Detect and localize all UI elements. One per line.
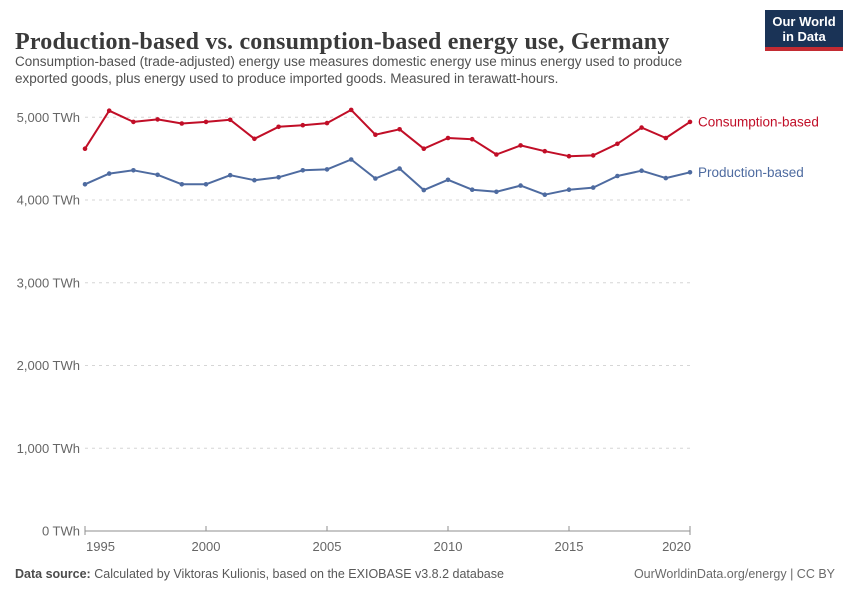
data-point-production-based-2010 xyxy=(445,177,451,183)
data-point-production-based-1999 xyxy=(179,182,185,187)
data-point-production-based-2017 xyxy=(615,173,620,179)
data-point-production-based-1998 xyxy=(155,172,160,178)
data-source-text: Calculated by Viktoras Kulionis, based o… xyxy=(94,567,504,581)
data-source: Data source: Calculated by Viktoras Kuli… xyxy=(15,567,504,581)
data-point-production-based-2013 xyxy=(518,183,523,188)
chart-footer: Data source: Calculated by Viktoras Kuli… xyxy=(15,567,835,581)
footer-separator: | xyxy=(790,567,794,581)
data-point-production-based-2007 xyxy=(373,176,378,181)
footer-attribution: OurWorldinData.org/energy | CC BY xyxy=(634,567,835,581)
data-point-production-based-2011 xyxy=(469,187,475,192)
data-point-consumption-based-2020 xyxy=(687,119,693,125)
data-point-production-based-2004 xyxy=(300,168,306,173)
data-point-consumption-based-2013 xyxy=(518,143,523,148)
y-tick-label-5000: 5,000 TWh xyxy=(17,110,80,125)
chart-subtitle-line1: Consumption-based (trade-adjusted) energ… xyxy=(15,54,683,69)
data-source-label: Data source: xyxy=(15,567,91,581)
x-tick-label-2015: 2015 xyxy=(555,539,584,554)
legend-label-consumption-based: Consumption-based xyxy=(698,114,819,129)
data-point-consumption-based-2005 xyxy=(324,120,330,126)
data-point-production-based-2005 xyxy=(324,167,330,172)
data-point-consumption-based-2010 xyxy=(445,135,451,141)
data-point-consumption-based-2019 xyxy=(663,135,669,141)
data-point-production-based-2009 xyxy=(421,187,427,193)
data-point-consumption-based-2002 xyxy=(252,136,257,142)
data-point-consumption-based-2007 xyxy=(373,132,378,137)
data-point-production-based-2016 xyxy=(590,185,596,190)
x-tick-label-2020: 2020 xyxy=(662,539,691,554)
data-point-consumption-based-2017 xyxy=(615,141,620,147)
chart-title: Production-based vs. consumption-based e… xyxy=(15,29,670,56)
license-label: CC BY xyxy=(796,567,835,581)
data-point-consumption-based-1999 xyxy=(179,121,185,126)
data-point-consumption-based-1996 xyxy=(106,108,112,113)
data-point-production-based-2008 xyxy=(397,166,402,171)
data-point-production-based-2003 xyxy=(276,175,281,180)
owid-logo: Our World in Data xyxy=(765,10,843,51)
x-tick-label-2010: 2010 xyxy=(434,539,463,554)
data-point-consumption-based-2012 xyxy=(494,152,499,157)
data-point-consumption-based-1995 xyxy=(82,146,88,151)
data-point-production-based-2015 xyxy=(566,187,572,192)
x-tick-label-2000: 2000 xyxy=(192,539,221,554)
data-point-consumption-based-2009 xyxy=(421,146,427,151)
data-point-production-based-2012 xyxy=(494,189,499,195)
chart-subtitle-line2: exported goods, plus energy used to prod… xyxy=(15,71,559,86)
data-point-production-based-1996 xyxy=(106,171,112,176)
data-point-production-based-2002 xyxy=(252,177,257,183)
owid-logo-line1: Our World xyxy=(772,13,836,29)
data-point-consumption-based-2011 xyxy=(469,136,475,142)
data-point-production-based-1995 xyxy=(82,182,88,187)
data-point-production-based-2001 xyxy=(227,172,233,178)
data-point-consumption-based-2006 xyxy=(348,107,354,113)
y-tick-label-4000: 4,000 TWh xyxy=(17,193,80,208)
data-point-production-based-2014 xyxy=(542,192,548,197)
owid-url-link[interactable]: OurWorldinData.org/energy xyxy=(633,567,787,581)
data-point-consumption-based-1997 xyxy=(131,119,136,125)
x-tick-label-2005: 2005 xyxy=(313,539,342,554)
y-tick-label-3000: 3,000 TWh xyxy=(17,275,80,290)
data-point-consumption-based-2004 xyxy=(300,122,306,128)
data-point-production-based-2006 xyxy=(348,157,354,162)
data-point-consumption-based-2001 xyxy=(227,117,233,123)
y-tick-label-2000: 2,000 TWh xyxy=(17,358,80,373)
data-point-consumption-based-2008 xyxy=(397,127,402,132)
owid-logo-line2: in Data xyxy=(782,28,826,44)
data-point-production-based-2018 xyxy=(639,168,644,173)
data-point-consumption-based-2000 xyxy=(203,119,209,125)
x-tick-label-1995: 1995 xyxy=(86,539,115,554)
data-point-consumption-based-2014 xyxy=(542,148,548,154)
data-point-consumption-based-2018 xyxy=(639,125,644,130)
data-point-production-based-1997 xyxy=(131,168,136,173)
chart-subtitle: Consumption-based (trade-adjusted) energ… xyxy=(15,53,775,87)
series-line-consumption-based xyxy=(84,108,691,158)
data-point-production-based-2019 xyxy=(663,175,669,181)
series-line-production-based xyxy=(84,158,691,196)
legend-label-production-based: Production-based xyxy=(698,165,804,180)
data-point-consumption-based-2003 xyxy=(276,124,281,130)
data-point-consumption-based-2016 xyxy=(590,153,596,158)
data-point-consumption-based-1998 xyxy=(155,117,160,122)
y-tick-label-0: 0 TWh xyxy=(42,524,80,539)
data-point-production-based-2000 xyxy=(203,182,209,187)
y-tick-label-1000: 1,000 TWh xyxy=(17,441,80,456)
data-point-production-based-2020 xyxy=(687,170,693,175)
data-point-consumption-based-2015 xyxy=(566,153,572,159)
